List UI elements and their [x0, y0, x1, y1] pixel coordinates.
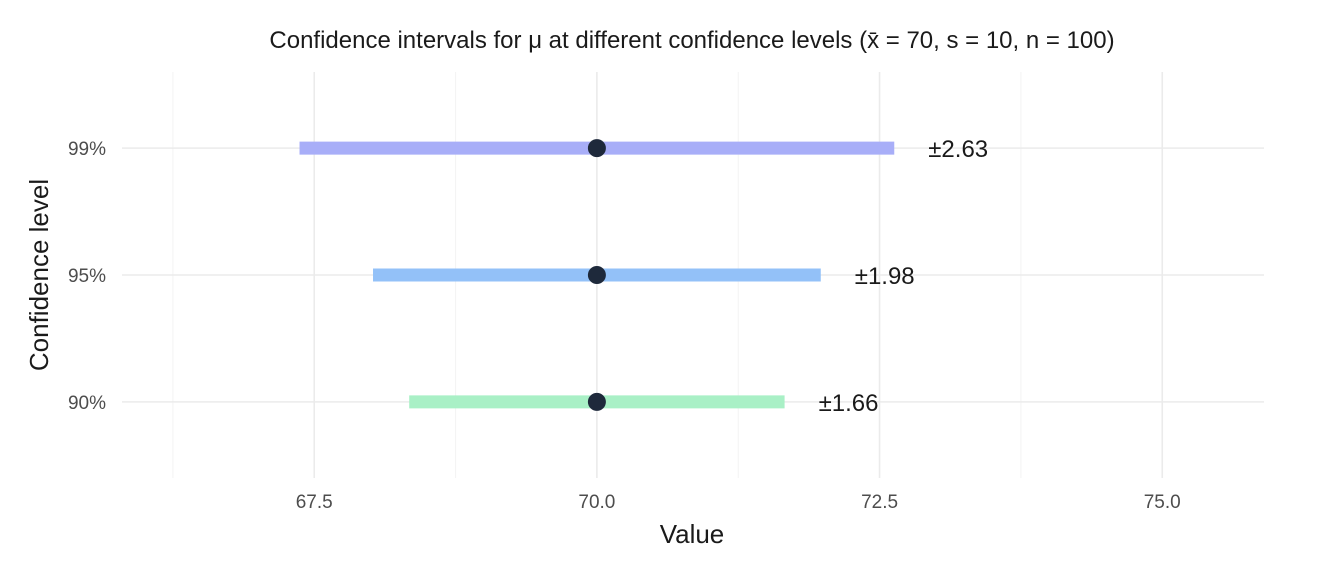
- chart-title: Confidence intervals for μ at different …: [269, 27, 1114, 54]
- margin-label: ±2.63: [928, 136, 988, 163]
- margin-label: ±1.98: [855, 263, 915, 290]
- y-tick-label: 99%: [68, 139, 106, 160]
- y-axis-title: Confidence level: [24, 179, 54, 371]
- y-tick-label: 90%: [68, 393, 106, 414]
- x-tick-label: 72.5: [861, 492, 898, 513]
- margin-labels: ±1.66 ±1.98 ±2.63: [819, 136, 989, 417]
- y-tick-label: 95%: [68, 266, 106, 287]
- mean-point: [587, 266, 606, 284]
- mean-point: [587, 392, 606, 411]
- y-tick-labels: 90% 95% 99%: [68, 139, 106, 414]
- x-tick-labels: 67.5 70.0 72.5 75.0: [296, 492, 1181, 513]
- mean-point: [587, 139, 606, 158]
- x-tick-label: 70.0: [578, 492, 615, 513]
- x-tick-label: 67.5: [296, 492, 333, 513]
- x-tick-label: 75.0: [1144, 492, 1181, 513]
- margin-label: ±1.66: [819, 390, 879, 417]
- x-axis-title: Value: [660, 519, 725, 549]
- mean-points: [587, 139, 606, 411]
